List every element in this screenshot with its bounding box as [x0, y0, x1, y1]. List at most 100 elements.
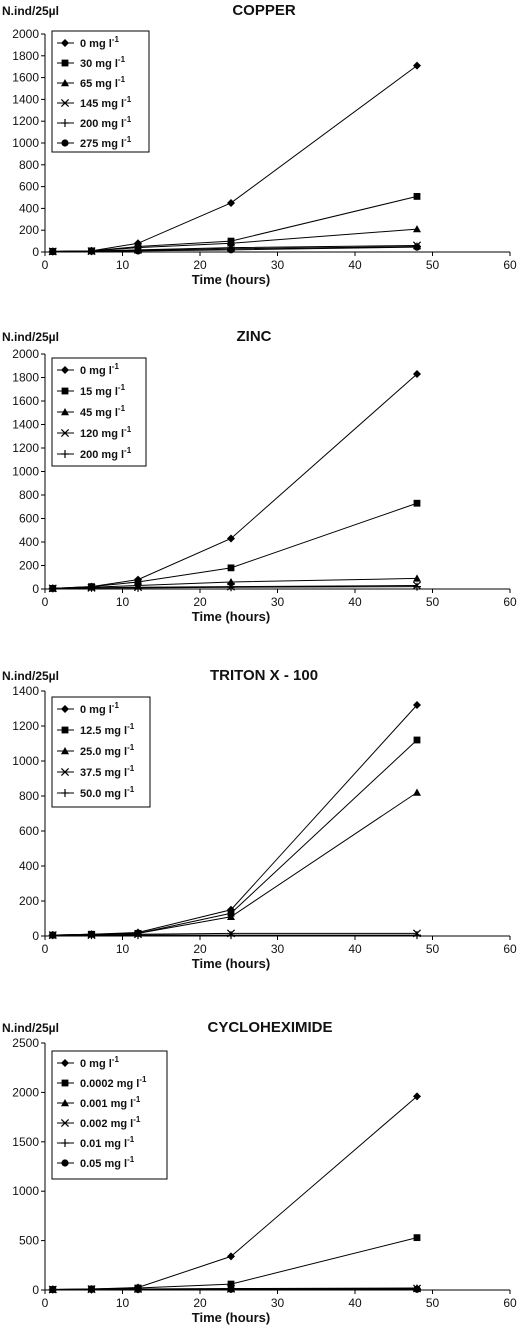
y-tick-label: 1600 [12, 71, 39, 85]
legend-label: 200 mg l-1 [80, 115, 132, 130]
y-tick-label: 1800 [12, 371, 39, 385]
chart-title: CYCLOHEXIMIDE [207, 1019, 332, 1036]
x-tick-label: 0 [42, 595, 49, 609]
series-line-3 [53, 793, 417, 936]
y-tick-label: 1200 [12, 114, 39, 128]
x-tick-label: 60 [503, 942, 517, 956]
y-tick-label: 2000 [12, 27, 39, 41]
x-tick-label: 40 [348, 595, 362, 609]
y-tick-label: 800 [19, 158, 39, 172]
data-point [414, 737, 421, 744]
x-axis-label: Time (hours) [192, 1310, 271, 1325]
chart-1: COPPERN.ind/25µl020040060080010001200140… [2, 2, 517, 287]
y-tick-label: 200 [19, 894, 39, 908]
data-point [413, 789, 421, 796]
data-point [88, 1286, 95, 1293]
y-tick-label: 1000 [12, 136, 39, 150]
x-tick-label: 0 [42, 942, 49, 956]
legend-marker [61, 1159, 68, 1166]
series-line-2 [53, 503, 417, 588]
y-tick-label: 600 [19, 512, 39, 526]
y-tick-label: 1600 [12, 394, 39, 408]
chart-3: TRITON X - 100N.ind/25µl0200400600800100… [2, 667, 517, 971]
x-axis-label: Time (hours) [192, 956, 271, 971]
data-point [414, 500, 421, 507]
y-tick-label: 0 [32, 245, 39, 259]
y-tick-label: 1000 [12, 754, 39, 768]
y-tick-label: 2500 [12, 1036, 39, 1050]
legend: 0 mg l-112.5 mg l-125.0 mg l-137.5 mg l-… [52, 697, 150, 807]
data-point [414, 1234, 421, 1241]
data-point [49, 248, 56, 255]
y-tick-label: 800 [19, 488, 39, 502]
data-point [414, 193, 421, 200]
x-tick-label: 10 [116, 1296, 130, 1310]
y-tick-label: 500 [19, 1234, 39, 1248]
x-tick-label: 20 [193, 1296, 207, 1310]
data-point [88, 248, 95, 255]
legend-label: 0.01 mg l-1 [80, 1135, 135, 1150]
chart-title: ZINC [237, 328, 272, 345]
x-tick-label: 50 [426, 1296, 440, 1310]
y-tick-label: 1400 [12, 684, 39, 698]
x-tick-label: 10 [116, 595, 130, 609]
x-tick-label: 40 [348, 942, 362, 956]
legend-label: 0.05 mg l-1 [80, 1155, 135, 1170]
legend-label: 120 mg l-1 [80, 425, 132, 440]
y-tick-label: 0 [32, 929, 39, 943]
data-point [227, 246, 234, 253]
data-point [134, 247, 141, 254]
legend-label: 0.0002 mg l-1 [80, 1075, 147, 1090]
x-tick-label: 40 [348, 258, 362, 272]
legend-marker [62, 388, 69, 395]
x-tick-label: 30 [271, 1296, 285, 1310]
y-tick-label: 1400 [12, 92, 39, 106]
y-tick-label: 600 [19, 824, 39, 838]
legend-label: 25.0 mg l-1 [80, 743, 135, 758]
data-point [227, 931, 235, 939]
x-tick-label: 30 [271, 258, 285, 272]
x-tick-label: 10 [116, 942, 130, 956]
chart-2: ZINCN.ind/25µl02004006008001000120014001… [2, 328, 517, 624]
x-axis-label: Time (hours) [192, 609, 271, 624]
x-tick-label: 40 [348, 1296, 362, 1310]
x-tick-label: 0 [42, 258, 49, 272]
x-axis-label: Time (hours) [192, 272, 271, 287]
y-tick-label: 800 [19, 789, 39, 803]
x-tick-label: 30 [271, 942, 285, 956]
legend-label: 275 mg l-1 [80, 135, 132, 150]
legend-marker [62, 727, 69, 734]
chart-title: TRITON X - 100 [210, 667, 318, 684]
x-tick-label: 10 [116, 258, 130, 272]
y-tick-label: 200 [19, 223, 39, 237]
legend: 0 mg l-10.0002 mg l-10.001 mg l-10.002 m… [52, 1051, 167, 1179]
legend-label: 12.5 mg l-1 [80, 722, 135, 737]
data-point [228, 564, 235, 571]
y-tick-label: 1200 [12, 719, 39, 733]
data-point [413, 243, 420, 250]
legend-marker [61, 139, 68, 146]
legend-marker [62, 1080, 69, 1087]
x-tick-label: 0 [42, 1296, 49, 1310]
y-tick-label: 1500 [12, 1135, 39, 1149]
y-tick-label: 200 [19, 559, 39, 573]
y-axis-label: N.ind/25µl [2, 330, 59, 344]
legend-label: 145 mg l-1 [80, 95, 132, 110]
x-tick-label: 60 [503, 1296, 517, 1310]
data-point [413, 62, 421, 70]
x-tick-label: 60 [503, 258, 517, 272]
y-tick-label: 400 [19, 535, 39, 549]
chart-title: COPPER [232, 2, 296, 19]
y-tick-label: 2000 [12, 1085, 39, 1099]
y-tick-label: 400 [19, 201, 39, 215]
legend-label: 200 mg l-1 [80, 446, 132, 461]
y-tick-label: 600 [19, 180, 39, 194]
y-tick-label: 400 [19, 859, 39, 873]
data-point [134, 1286, 141, 1293]
y-tick-label: 1000 [12, 465, 39, 479]
x-tick-label: 50 [426, 595, 440, 609]
